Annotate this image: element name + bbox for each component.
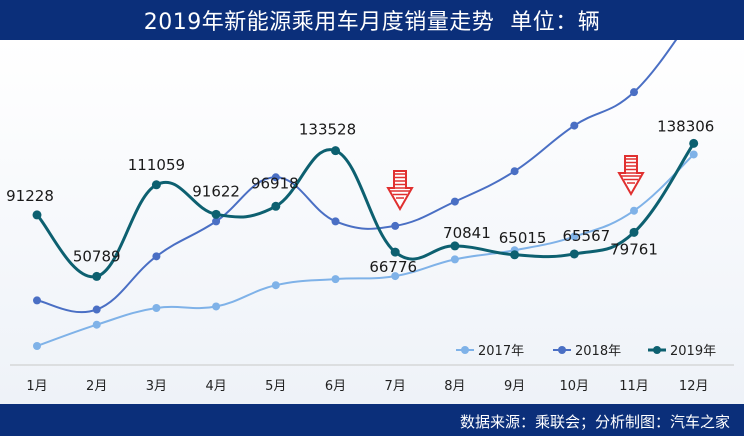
data-point xyxy=(629,227,639,237)
x-tick-label: 4月 xyxy=(205,379,226,394)
source-note: 数据来源：乘联会；分析制图：汽车之家 xyxy=(459,413,730,431)
x-tick-label: 9月 xyxy=(504,379,525,394)
data-point xyxy=(331,275,340,284)
data-point xyxy=(331,217,340,226)
data-point xyxy=(450,241,460,251)
data-point xyxy=(689,150,698,159)
data-point xyxy=(391,272,400,281)
legend-swatch-marker xyxy=(558,346,566,354)
x-tick-label: 3月 xyxy=(146,379,167,394)
data-point xyxy=(151,180,161,190)
down-arrow-icon xyxy=(386,170,414,212)
data-point xyxy=(152,252,161,261)
data-point xyxy=(630,88,638,97)
data-point xyxy=(32,210,42,220)
data-point xyxy=(391,221,400,230)
data-point xyxy=(271,201,281,211)
data-point xyxy=(510,167,519,176)
data-point xyxy=(570,121,579,130)
data-point xyxy=(271,281,280,290)
legend-swatch-marker xyxy=(653,346,661,354)
data-point xyxy=(152,304,161,312)
chart-area: 91228 50789 111059 91622 96918 133528 66776 708… xyxy=(0,40,744,404)
line-chart: 91228 50789 111059 91622 96918 133528 66776 708… xyxy=(6,40,734,394)
x-tick-label: 10月 xyxy=(560,379,590,394)
data-point xyxy=(331,146,340,156)
data-point xyxy=(33,296,41,305)
data-point xyxy=(33,342,41,350)
down-arrow-icon xyxy=(617,155,645,197)
footer-bar: 数据来源：乘联会；分析制图：汽车之家 xyxy=(0,404,744,436)
x-tick-label: 5月 xyxy=(265,379,286,394)
x-tick-label: 1月 xyxy=(26,379,47,394)
data-label: 91228 xyxy=(6,187,54,205)
data-point xyxy=(450,255,459,264)
data-point xyxy=(212,302,221,311)
legend-label: 2018年 xyxy=(575,344,621,359)
data-label: 91622 xyxy=(192,182,240,200)
data-label: 138306 xyxy=(657,117,714,135)
chart-unit: 单位：辆 xyxy=(510,10,601,35)
x-tick-label: 11月 xyxy=(619,379,649,394)
legend-swatch-marker xyxy=(461,346,469,354)
data-point xyxy=(630,206,638,215)
data-label: 65015 xyxy=(499,229,547,247)
x-tick-label: 7月 xyxy=(385,379,406,394)
x-tick-label: 12月 xyxy=(679,379,709,394)
data-point xyxy=(569,249,579,259)
data-point xyxy=(510,250,520,260)
series-line-2018 xyxy=(36,40,678,314)
x-tick-label: 6月 xyxy=(325,379,346,394)
data-point xyxy=(92,320,101,329)
data-point xyxy=(92,305,101,314)
legend-label: 2019年 xyxy=(670,344,716,359)
data-point xyxy=(689,138,699,148)
data-label: 133528 xyxy=(299,121,356,139)
data-point xyxy=(211,209,221,219)
data-point xyxy=(390,247,400,257)
data-label: 65567 xyxy=(562,227,610,245)
data-label: 70841 xyxy=(443,224,491,242)
chart-title: 2019年新能源乘用车月度销量走势 xyxy=(143,10,495,35)
data-point xyxy=(271,173,280,182)
series-line-2019 xyxy=(35,142,695,279)
data-point xyxy=(570,232,579,241)
data-label: 96918 xyxy=(251,174,299,192)
data-label: 79761 xyxy=(610,240,658,258)
data-point xyxy=(212,217,221,226)
data-label: 66776 xyxy=(369,258,417,276)
x-tick-label: 2月 xyxy=(86,379,107,394)
data-point xyxy=(92,271,102,281)
x-tick-label: 8月 xyxy=(444,379,465,394)
data-label: 111059 xyxy=(128,156,185,174)
legend-label: 2017年 xyxy=(478,344,524,359)
data-label: 50789 xyxy=(73,247,121,265)
chart-title-bar: 2019年新能源乘用车月度销量走势 单位：辆 xyxy=(0,0,744,40)
data-point xyxy=(450,197,459,206)
